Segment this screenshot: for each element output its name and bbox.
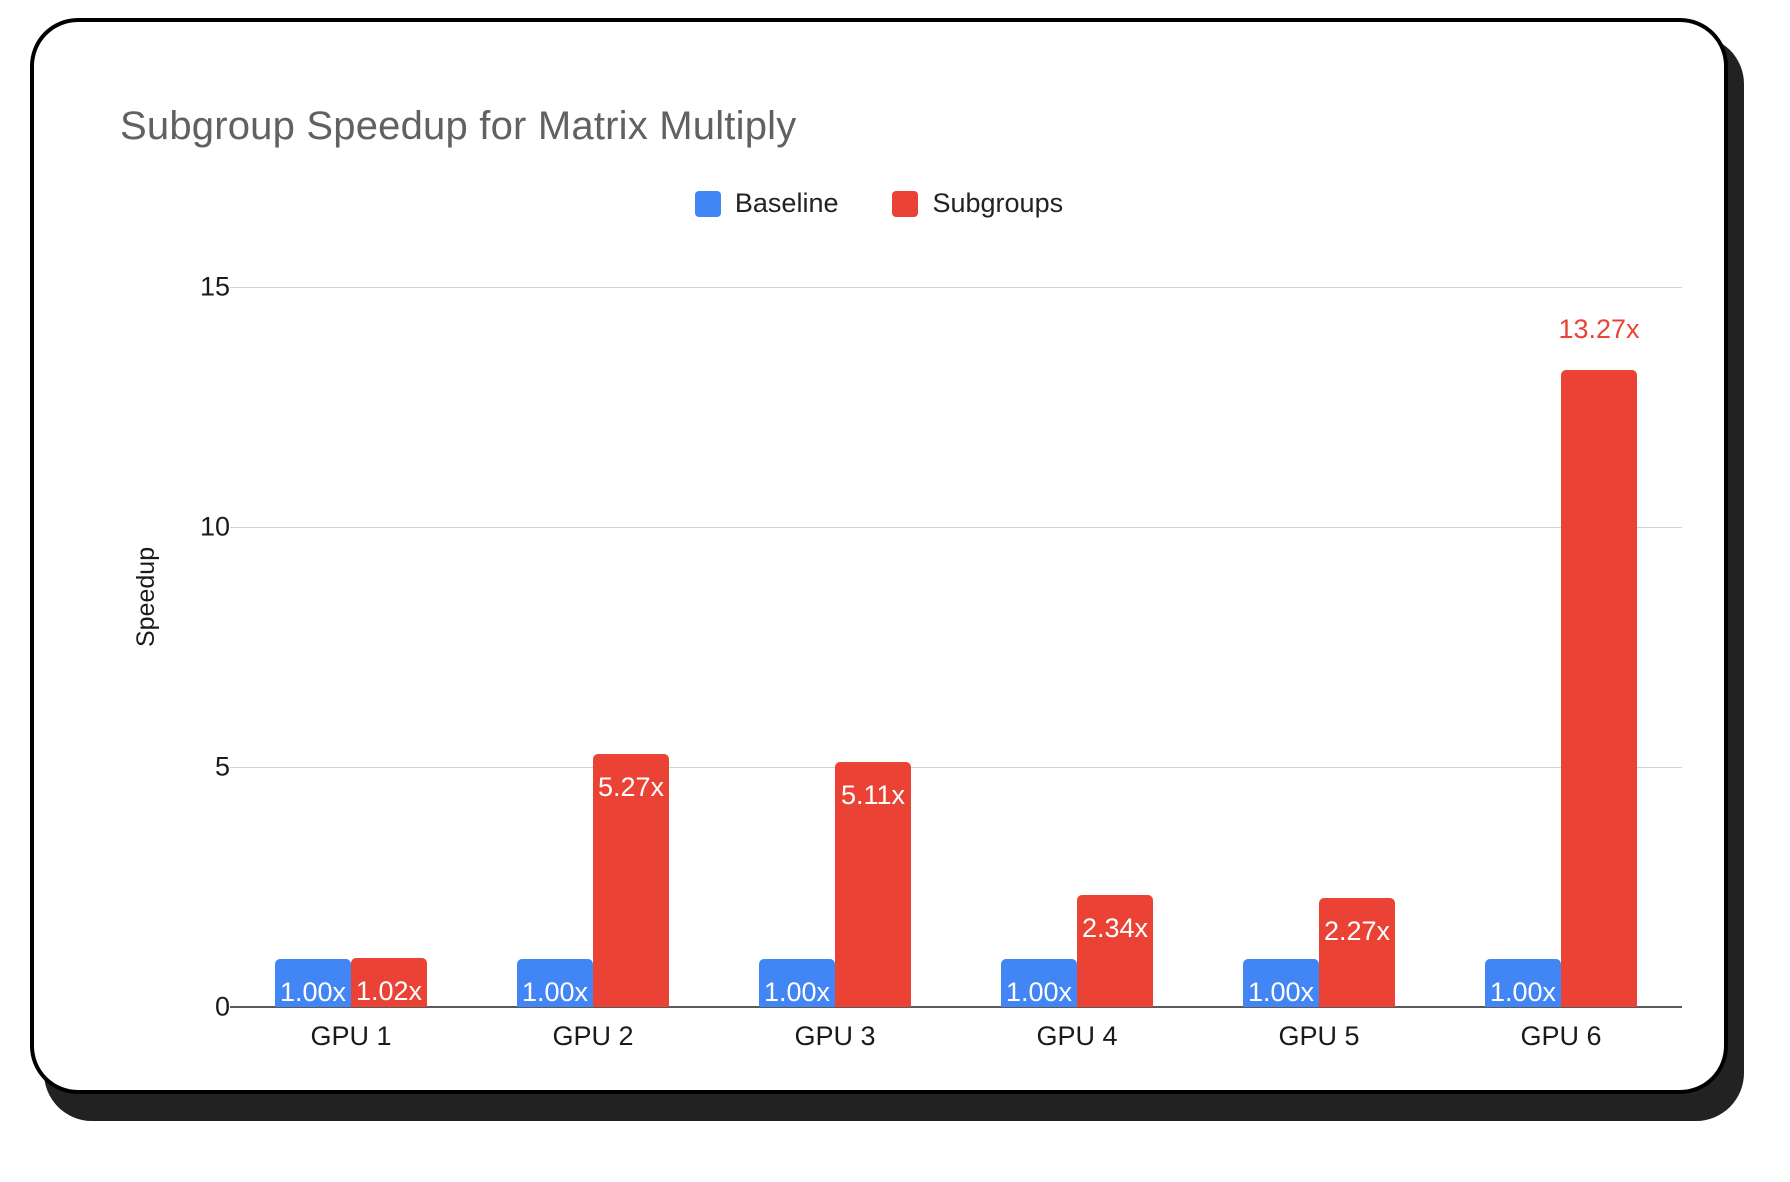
chart-title: Subgroup Speedup for Matrix Multiply bbox=[120, 104, 797, 148]
bar-value-label: 1.02x bbox=[355, 976, 423, 1007]
chart-card: Subgroup Speedup for Matrix Multiply Bas… bbox=[30, 18, 1728, 1094]
y-axis-title: Speedup bbox=[132, 546, 160, 647]
bar-value-label: 5.11x bbox=[840, 779, 906, 810]
bar-value-label: 1.00x bbox=[521, 977, 589, 1007]
bar-value-label: 2.27x bbox=[1323, 916, 1391, 947]
bar-value-label: 1.00x bbox=[1005, 977, 1073, 1007]
bar-pair: 1.00x 5.27x bbox=[472, 287, 714, 1007]
legend-item-subgroups[interactable]: Subgroups bbox=[892, 188, 1063, 219]
bar-value-label: 1.00x bbox=[1489, 977, 1557, 1007]
category-group: 1.00x 1.02x GPU 1 bbox=[230, 287, 472, 1051]
bar-chart: Subgroup Speedup for Matrix Multiply Bas… bbox=[34, 22, 1724, 1090]
bar-value-label: 13.27x bbox=[1558, 314, 1640, 345]
y-tick-label-5: 5 bbox=[214, 751, 230, 782]
category-group: 1.00x 5.27x GPU 2 bbox=[472, 287, 714, 1051]
bar-baseline[interactable]: 1.00x bbox=[1001, 959, 1077, 1007]
bar-value-label: 1.00x bbox=[279, 977, 347, 1007]
bar-subgroups[interactable]: 2.34x bbox=[1077, 894, 1153, 1007]
bar-value-label: 1.00x bbox=[1247, 977, 1315, 1007]
gridline-10 bbox=[230, 527, 1682, 528]
bar-subgroups[interactable]: 5.11x bbox=[835, 761, 911, 1007]
x-axis-category-label: GPU 1 bbox=[310, 1021, 392, 1051]
chart-legend: Baseline Subgroups bbox=[34, 188, 1724, 219]
gridline-5 bbox=[230, 767, 1682, 768]
x-axis-category-label: GPU 6 bbox=[1520, 1021, 1602, 1051]
bar-subgroups[interactable]: 1.02x bbox=[351, 958, 427, 1007]
plot-area: 1.00x 1.02x GPU 1 1.00x 5.27x GPU 2 1.00x 5.11x… bbox=[230, 287, 1682, 1051]
x-axis-category-label: GPU 2 bbox=[552, 1021, 634, 1051]
bar-pair: 1.00x 1.02x bbox=[230, 287, 472, 1007]
legend-label-subgroups: Subgroups bbox=[932, 188, 1064, 218]
bar-baseline[interactable]: 1.00x bbox=[759, 959, 835, 1007]
category-group: 1.00x 2.34x GPU 4 bbox=[956, 287, 1198, 1051]
bar-subgroups[interactable]: 13.27x bbox=[1558, 314, 1640, 1007]
bar-pair: 1.00x 5.11x bbox=[714, 287, 956, 1007]
category-group: 1.00x 2.27x GPU 5 bbox=[1198, 287, 1440, 1051]
bar-value-label: 1.00x bbox=[763, 977, 831, 1007]
bar-pair: 1.00x 2.34x bbox=[956, 287, 1198, 1007]
legend-item-baseline[interactable]: Baseline bbox=[694, 188, 839, 219]
x-axis-category-label: GPU 5 bbox=[1278, 1021, 1360, 1051]
y-tick-label-15: 15 bbox=[199, 271, 230, 302]
legend-swatch-subgroups-icon bbox=[892, 190, 919, 217]
category-group: 1.00x 5.11x GPU 3 bbox=[714, 287, 956, 1051]
x-axis-line bbox=[230, 1006, 1682, 1008]
legend-swatch-baseline-icon bbox=[694, 190, 721, 217]
bar-subgroups[interactable]: 5.27x bbox=[593, 754, 669, 1007]
bar-pair: 1.00x 2.27x bbox=[1198, 287, 1440, 1007]
y-tick-label-10: 10 bbox=[199, 511, 230, 542]
bar-baseline[interactable]: 1.00x bbox=[1243, 959, 1319, 1007]
bar-value-label: 2.34x bbox=[1081, 912, 1149, 943]
x-axis-category-label: GPU 4 bbox=[1036, 1021, 1118, 1051]
bar-baseline[interactable]: 1.00x bbox=[1485, 959, 1561, 1007]
gridline-15 bbox=[230, 287, 1682, 288]
bar-baseline[interactable]: 1.00x bbox=[275, 959, 351, 1007]
bar-baseline[interactable]: 1.00x bbox=[517, 959, 593, 1007]
category-group: 1.00x 13.27x GPU 6 bbox=[1440, 287, 1682, 1051]
bar-value-label: 5.27x bbox=[597, 772, 665, 803]
legend-label-baseline: Baseline bbox=[734, 188, 839, 218]
bar-pair: 1.00x 13.27x bbox=[1440, 287, 1682, 1007]
bar-subgroups[interactable]: 2.27x bbox=[1319, 898, 1395, 1007]
y-tick-label-0: 0 bbox=[214, 991, 230, 1022]
x-axis-category-label: GPU 3 bbox=[794, 1021, 876, 1051]
